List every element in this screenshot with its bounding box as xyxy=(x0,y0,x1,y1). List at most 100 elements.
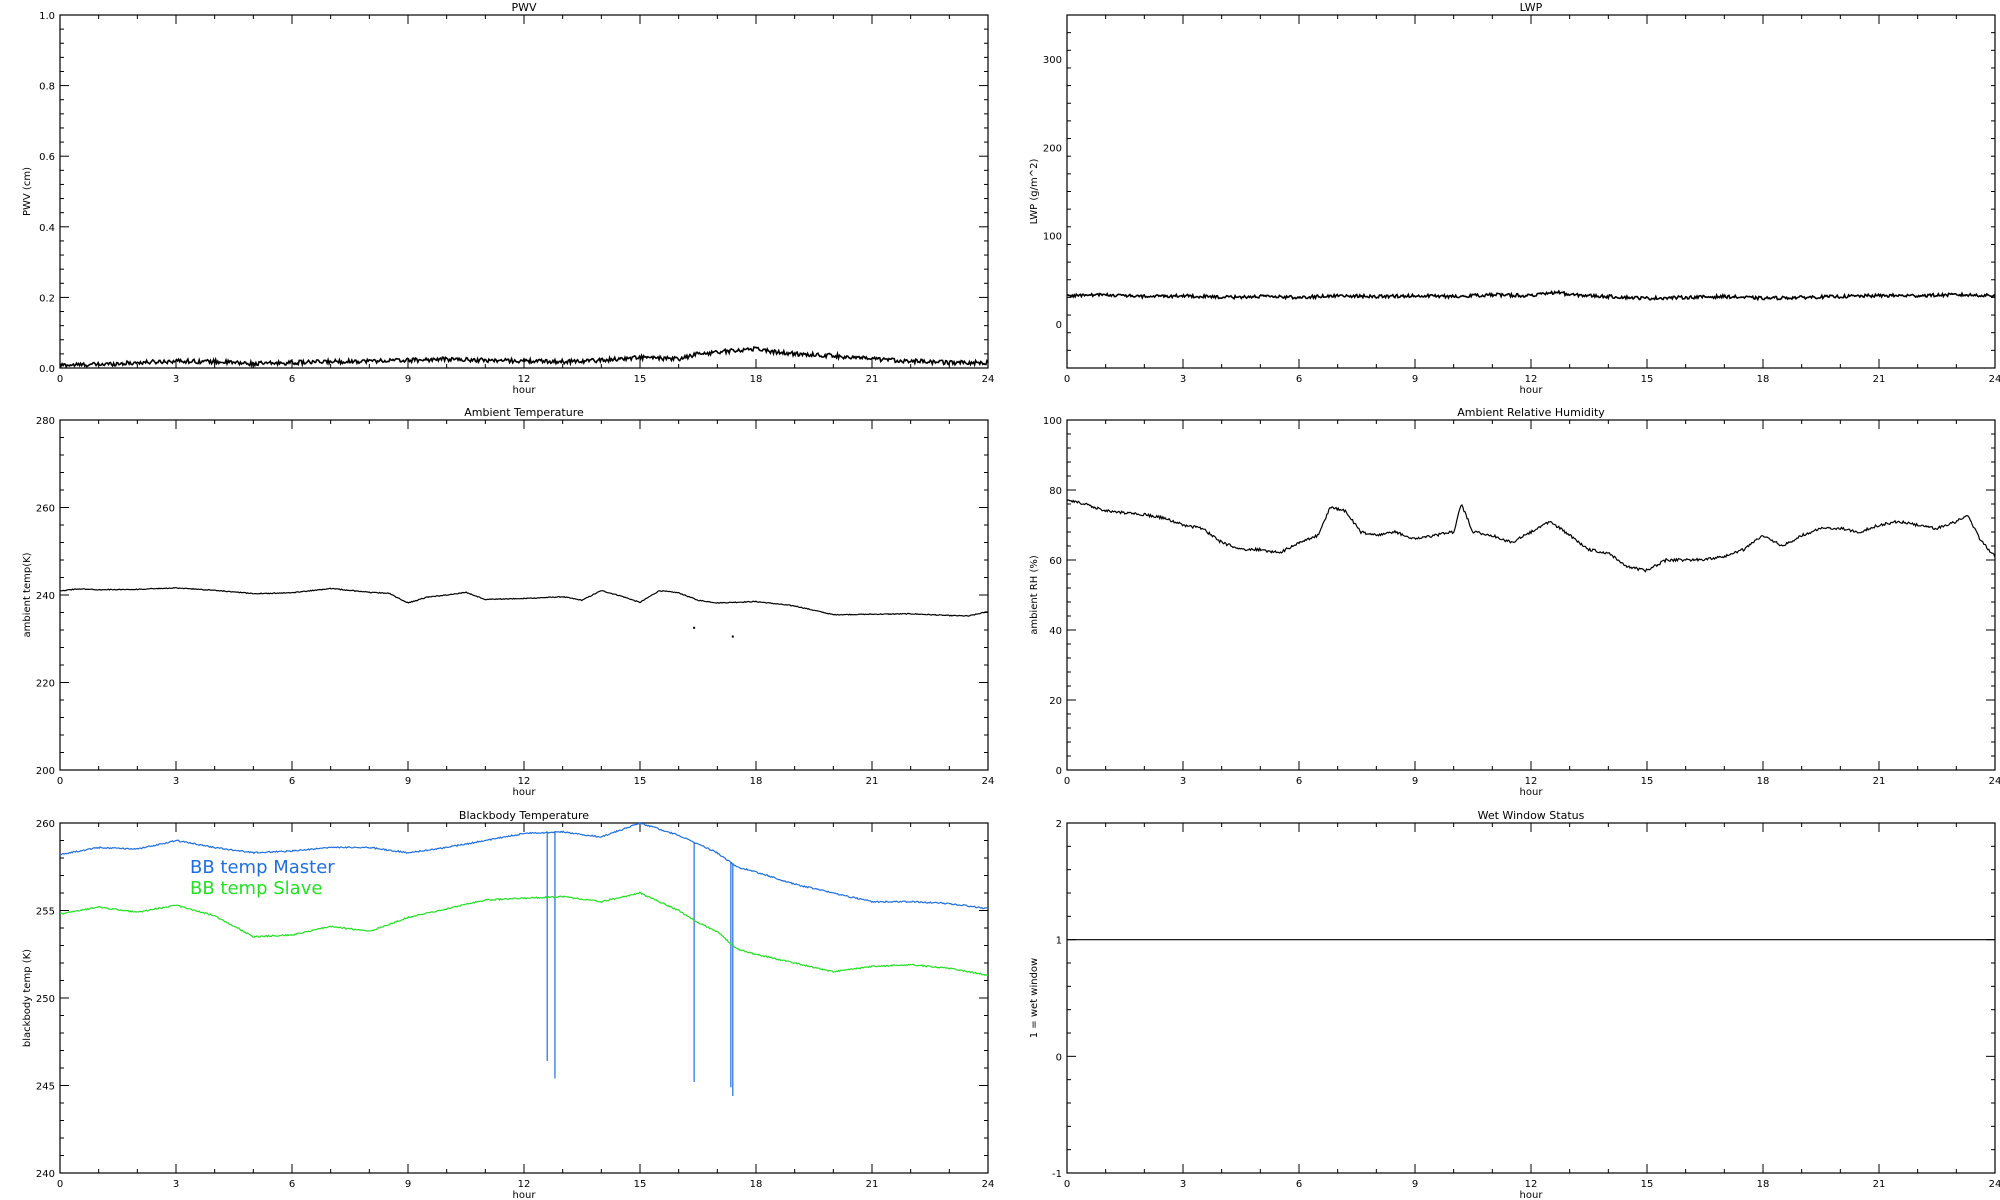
x-axis-label: hour xyxy=(1520,1190,1544,1200)
x-tick-label: 15 xyxy=(1641,776,1654,787)
y-axis-label: 1 = wet window xyxy=(1029,958,1040,1038)
x-tick-label: 6 xyxy=(1296,1179,1302,1190)
x-tick-label: 15 xyxy=(634,1179,647,1190)
x-tick-label: 3 xyxy=(1180,1179,1186,1190)
x-tick-label: 3 xyxy=(1180,374,1186,385)
x-tick-label: 12 xyxy=(518,776,531,787)
x-tick-label: 21 xyxy=(1873,1179,1886,1190)
y-tick-label: 245 xyxy=(36,1082,55,1093)
x-tick-label: 0 xyxy=(57,1179,63,1190)
outlier-point xyxy=(731,635,734,638)
x-tick-label: 18 xyxy=(1757,776,1770,787)
y-tick-label: 2 xyxy=(1056,819,1062,830)
y-tick-label: 80 xyxy=(1049,486,1062,497)
y-tick-label: 260 xyxy=(36,504,55,515)
y-tick-label: 240 xyxy=(36,1169,55,1180)
plot-frame xyxy=(1066,822,1996,1174)
x-tick-label: 15 xyxy=(1641,374,1654,385)
x-tick-label: 0 xyxy=(1064,374,1070,385)
y-tick-label: 1.0 xyxy=(39,11,55,22)
y-tick-label: 280 xyxy=(36,416,55,427)
x-tick-label: 18 xyxy=(1757,1179,1770,1190)
x-tick-label: 24 xyxy=(982,374,995,385)
legend-entry: BB temp Slave xyxy=(190,878,322,899)
y-tick-label: 300 xyxy=(1043,55,1062,66)
series-line xyxy=(59,891,989,977)
chart-title: Wet Window Status xyxy=(1478,809,1585,822)
y-tick-label: 260 xyxy=(36,819,55,830)
x-tick-label: 12 xyxy=(518,374,531,385)
y-tick-label: 255 xyxy=(36,907,55,918)
series-line xyxy=(59,821,989,910)
chart-blackbody-temperature: 0 3 6 9 12 15 18 21 24 240 245 250 255 260 Blackbody T… xyxy=(22,809,994,1200)
x-tick-label: 12 xyxy=(1525,374,1538,385)
y-tick-label: 100 xyxy=(1043,416,1062,427)
x-tick-label: 9 xyxy=(405,1179,411,1190)
x-tick-label: 6 xyxy=(289,374,295,385)
series-line xyxy=(59,587,989,617)
y-tick-label: 200 xyxy=(1043,143,1062,154)
x-tick-label: 18 xyxy=(750,374,763,385)
x-tick-label: 15 xyxy=(634,374,647,385)
y-tick-label: 0.8 xyxy=(39,82,55,93)
x-tick-label: 9 xyxy=(405,776,411,787)
y-tick-label: 1 xyxy=(1056,936,1062,947)
x-tick-label: 3 xyxy=(173,1179,179,1190)
chart-title: LWP xyxy=(1520,1,1543,14)
x-tick-label: 24 xyxy=(1989,776,2000,787)
x-tick-label: 12 xyxy=(518,1179,531,1190)
x-tick-label: 21 xyxy=(866,374,879,385)
plot-frame xyxy=(59,14,989,369)
y-axis-label: ambient temp(K) xyxy=(22,552,33,637)
y-tick-label: 0 xyxy=(1056,766,1062,777)
series-line xyxy=(1066,499,1996,573)
chart-lwp: 0 3 6 9 12 15 18 21 24 0 100 200 300 LWP hour LWP (g/m^… xyxy=(1029,1,2000,396)
x-tick-label: 3 xyxy=(1180,776,1186,787)
x-tick-label: 6 xyxy=(1296,776,1302,787)
chart-pwv: 0 3 6 9 12 15 18 21 24 0.0 0.2 0.4 0.6 0.8 1.0 PWV hour P… xyxy=(22,1,994,396)
plot-frame xyxy=(1066,419,1996,771)
x-axis-label: hour xyxy=(513,385,537,396)
x-tick-label: 0 xyxy=(1064,1179,1070,1190)
y-tick-label: 0.2 xyxy=(39,293,55,304)
x-tick-label: 12 xyxy=(1525,1179,1538,1190)
x-tick-label: 21 xyxy=(1873,374,1886,385)
y-axis-label: blackbody temp (K) xyxy=(22,949,33,1047)
y-tick-label: 250 xyxy=(36,994,55,1005)
x-tick-label: 9 xyxy=(405,374,411,385)
chart-ambient-temperature: 0 3 6 9 12 15 18 21 24 200 220 240 260 280 Ambient Tem… xyxy=(22,406,994,798)
y-tick-label: 0 xyxy=(1056,320,1062,331)
x-tick-label: 0 xyxy=(57,776,63,787)
x-tick-label: 21 xyxy=(866,776,879,787)
x-tick-label: 3 xyxy=(173,776,179,787)
plot-frame xyxy=(1066,14,1996,369)
x-tick-label: 18 xyxy=(1757,374,1770,385)
y-tick-label: 40 xyxy=(1049,626,1062,637)
x-tick-label: 12 xyxy=(1525,776,1538,787)
x-tick-label: 3 xyxy=(173,374,179,385)
x-tick-label: 15 xyxy=(1641,1179,1654,1190)
x-axis-label: hour xyxy=(513,1190,537,1200)
x-tick-label: 6 xyxy=(289,776,295,787)
y-tick-label: 100 xyxy=(1043,232,1062,243)
y-tick-label: 220 xyxy=(36,679,55,690)
x-axis-label: hour xyxy=(1520,787,1544,798)
x-tick-label: 0 xyxy=(1064,776,1070,787)
y-tick-label: 200 xyxy=(36,766,55,777)
series-line xyxy=(59,346,989,369)
x-tick-label: 9 xyxy=(1412,776,1418,787)
x-tick-label: 18 xyxy=(750,1179,763,1190)
x-tick-label: 9 xyxy=(1412,374,1418,385)
legend-entry: BB temp Master xyxy=(190,857,335,878)
x-tick-label: 15 xyxy=(634,776,647,787)
x-tick-label: 21 xyxy=(866,1179,879,1190)
chart-title: Ambient Relative Humidity xyxy=(1457,406,1605,419)
x-tick-label: 24 xyxy=(982,1179,995,1190)
x-axis-label: hour xyxy=(513,787,537,798)
x-tick-label: 24 xyxy=(1989,374,2000,385)
y-tick-label: 20 xyxy=(1049,696,1062,707)
y-tick-label: 0 xyxy=(1056,1052,1062,1063)
y-tick-label: 0.4 xyxy=(39,223,55,234)
